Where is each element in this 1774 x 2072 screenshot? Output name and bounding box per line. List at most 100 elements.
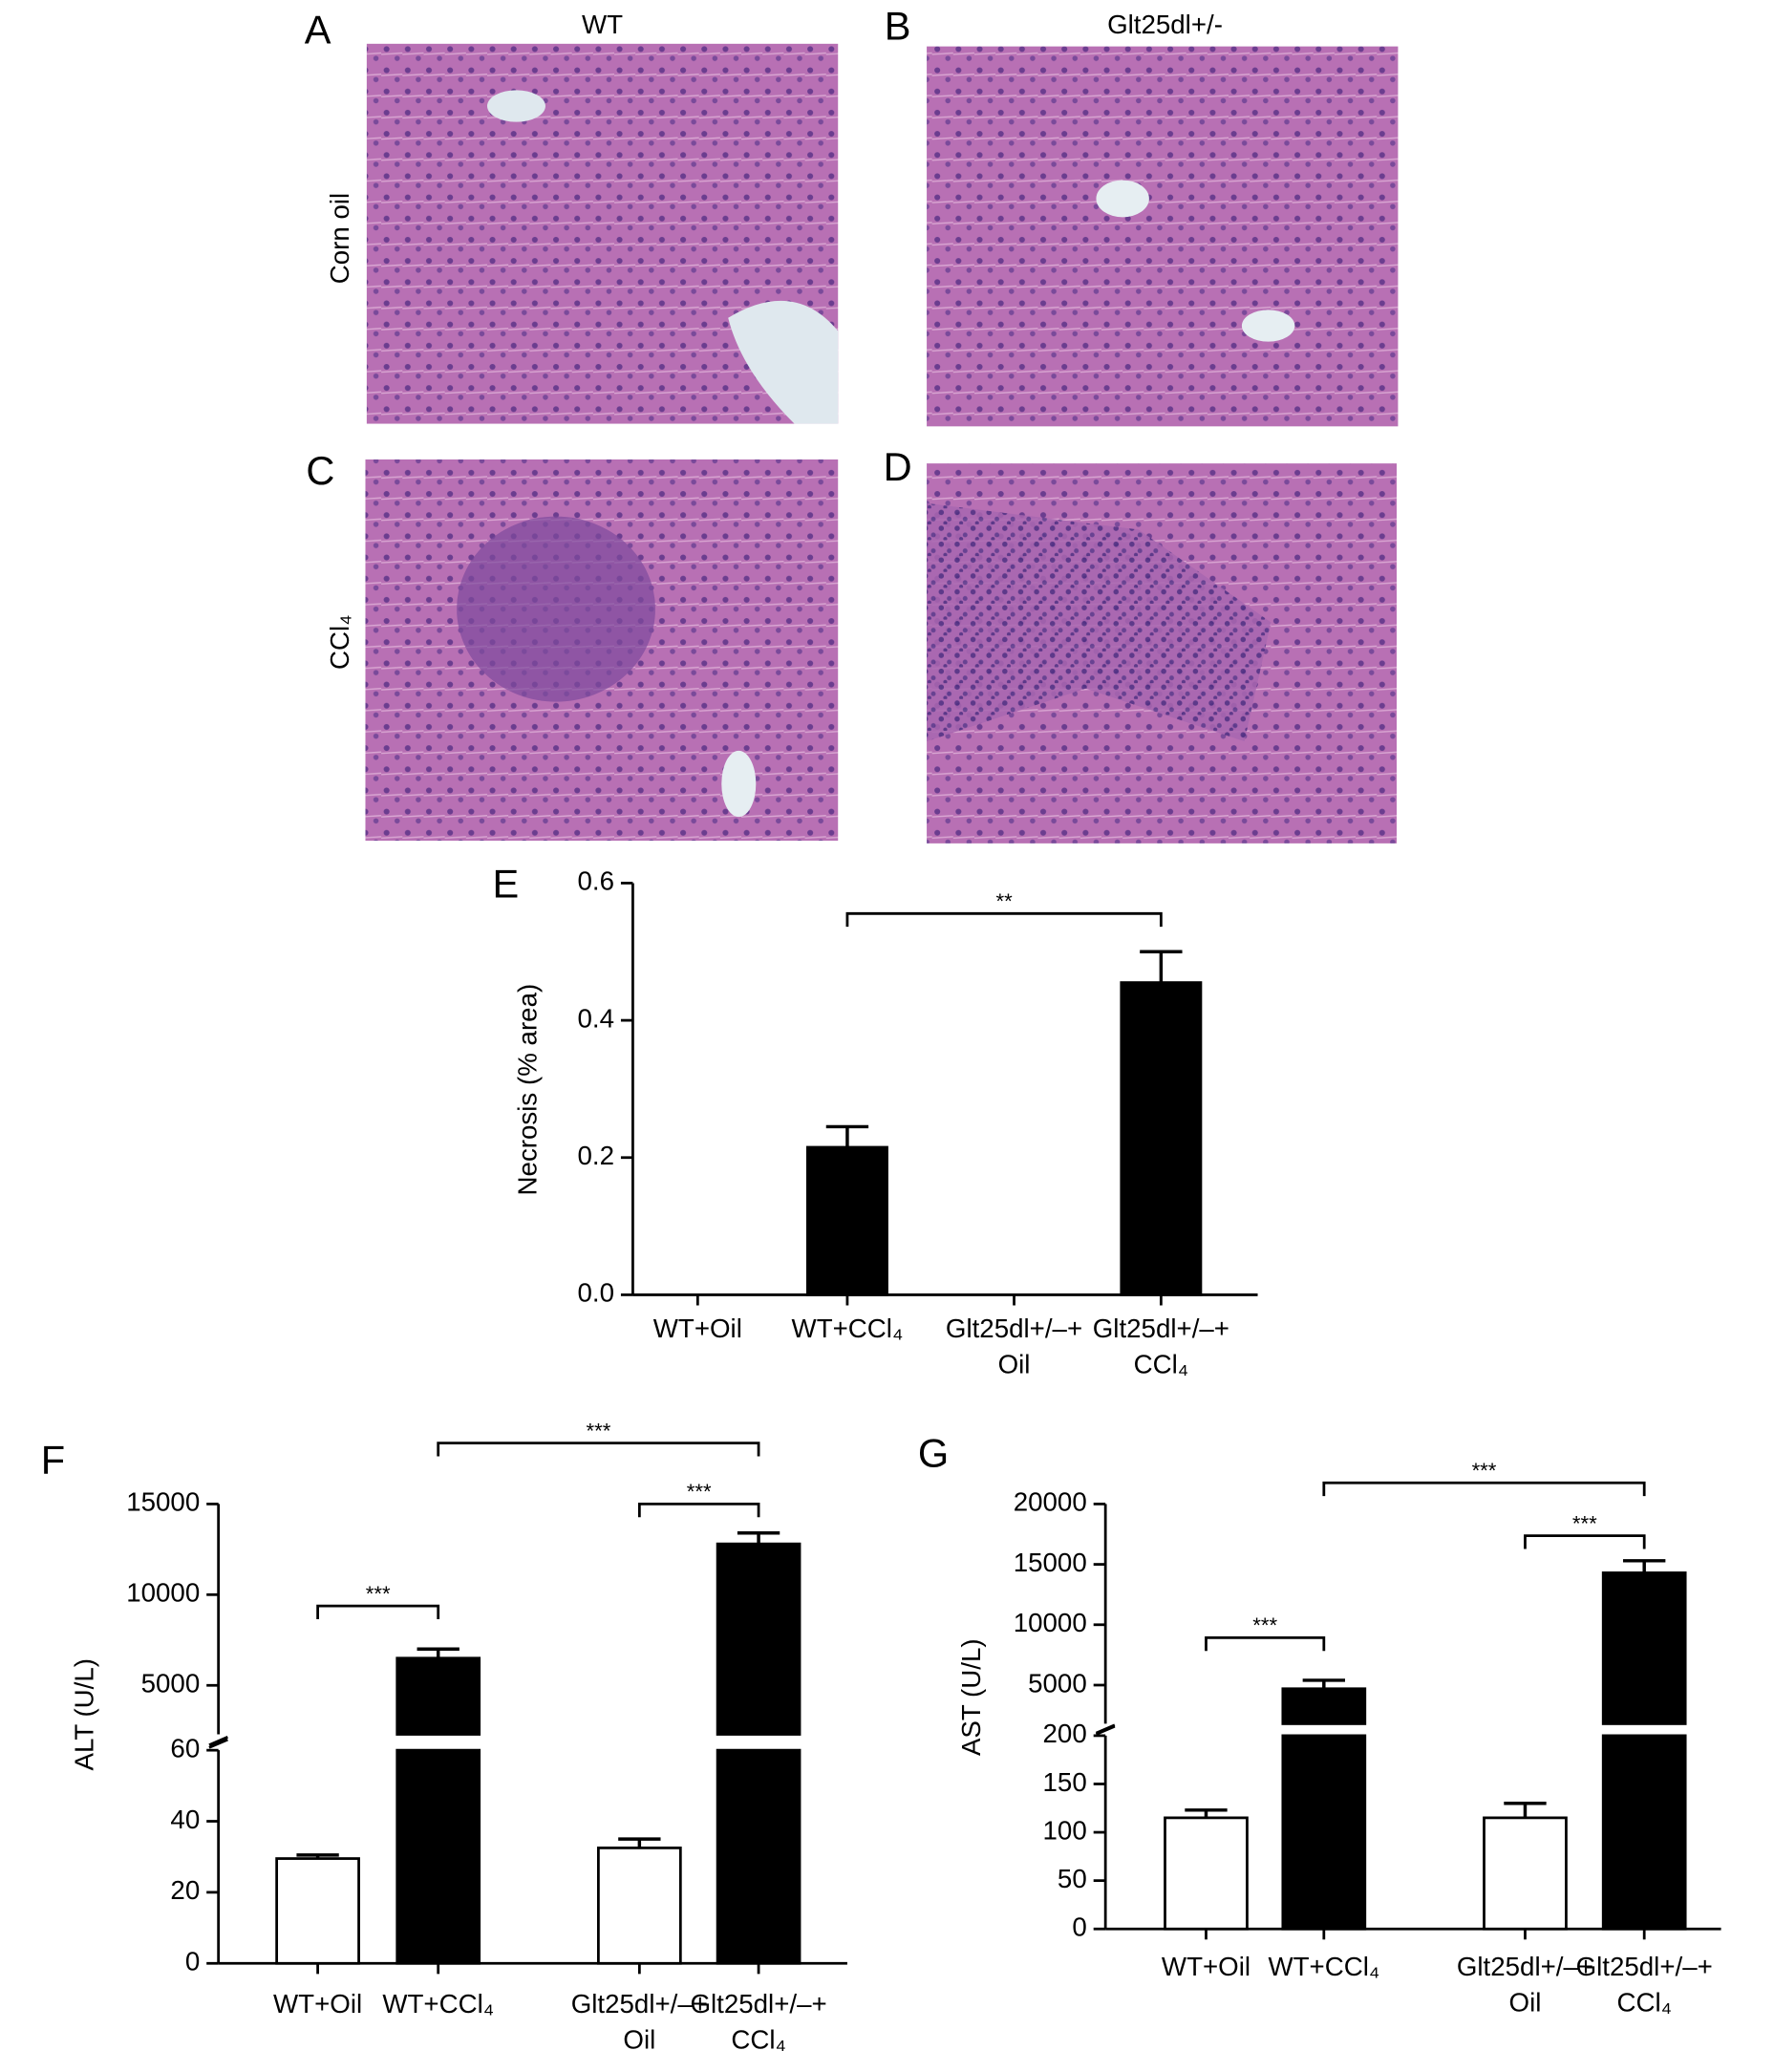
significance-label: **	[996, 889, 1014, 913]
significance-label: ***	[687, 1480, 712, 1504]
column-label: WT	[582, 10, 623, 39]
vessel	[721, 750, 757, 818]
x-tick-label: WT+Oil	[653, 1314, 742, 1343]
panel-label: F	[41, 1437, 65, 1482]
y-tick-label: 5000	[1028, 1668, 1087, 1698]
x-tick-label: Glt25dl+/–+	[1576, 1952, 1713, 1981]
significance-label: ***	[586, 1419, 610, 1442]
y-tick-label: 0.4	[578, 1003, 615, 1033]
x-tick-label: WT+Oil	[1162, 1952, 1250, 1981]
x-tick-label: Oil	[998, 1350, 1031, 1379]
significance-bracket	[1205, 1635, 1326, 1652]
vessel	[728, 300, 839, 424]
y-tick-label: 5000	[141, 1669, 201, 1698]
bar	[597, 1847, 682, 1965]
panel-label: B	[885, 4, 911, 49]
x-tick-label: Oil	[623, 2024, 655, 2054]
x-tick-label: WT+CCl₄	[1268, 1952, 1379, 1981]
bar	[716, 1542, 802, 1736]
significance-label: ***	[366, 1582, 391, 1606]
y-tick-label: 100	[1043, 1815, 1087, 1845]
panel-label: E	[493, 862, 520, 907]
y-tick-label: 0.6	[578, 866, 615, 896]
necrotic-area	[457, 516, 655, 702]
bar	[1483, 1816, 1568, 1931]
y-tick-label: 0	[1072, 1912, 1086, 1942]
y-tick-label: 50	[1058, 1864, 1087, 1893]
significance-bracket	[1322, 1481, 1646, 1497]
error-bar	[1623, 1559, 1666, 1573]
y-axis-label: ALT (U/L)	[69, 1658, 98, 1771]
x-tick-label: CCl₄	[1134, 1350, 1188, 1379]
column-label: Glt25dl+/-	[1107, 10, 1223, 39]
y-tick-label: 10000	[126, 1578, 200, 1608]
significance-bracket	[1524, 1534, 1646, 1549]
significance-bracket	[437, 1442, 760, 1457]
y-tick-label: 20000	[1014, 1487, 1087, 1517]
error-bar	[618, 1837, 661, 1848]
y-tick-label: 200	[1043, 1719, 1087, 1748]
bar	[1164, 1816, 1249, 1931]
y-axis-label: AST (U/L)	[956, 1638, 986, 1756]
necrotic-area	[927, 502, 1272, 742]
y-tick-label: 0.0	[578, 1278, 615, 1308]
x-tick-label: WT+CCl₄	[792, 1314, 904, 1343]
bar	[1120, 981, 1203, 1296]
vessel	[1241, 310, 1295, 342]
bar	[395, 1748, 481, 1965]
y-tick-label: 15000	[1014, 1548, 1087, 1577]
bar	[395, 1656, 481, 1736]
row-label: Corn oil	[325, 193, 354, 284]
x-tick-label: CCl₄	[1616, 1988, 1671, 2018]
significance-label: ***	[1472, 1459, 1497, 1483]
bar	[716, 1748, 802, 1965]
significance-bracket	[637, 1503, 760, 1518]
y-tick-label: 0	[185, 1947, 200, 1976]
significance-label: ***	[1572, 1511, 1597, 1535]
bar	[1601, 1571, 1687, 1725]
y-tick-label: 60	[170, 1733, 200, 1762]
error-bar	[1302, 1678, 1345, 1689]
panel-label: A	[305, 8, 331, 53]
axis-break	[208, 1736, 228, 1746]
bar	[1601, 1734, 1687, 1931]
y-axis-label: Necrosis (% area)	[513, 984, 543, 1196]
bar	[1281, 1734, 1367, 1931]
error-bar	[825, 1124, 869, 1147]
significance-label: ***	[1252, 1613, 1277, 1637]
error-bar	[296, 1853, 339, 1859]
panel-label: D	[884, 444, 912, 489]
x-tick-label: WT+CCl₄	[382, 1989, 494, 2019]
x-tick-label: Glt25dl+/–+	[690, 1989, 826, 2019]
y-tick-label: 40	[170, 1805, 200, 1834]
y-tick-label: 15000	[126, 1487, 200, 1517]
x-tick-label: CCl₄	[731, 2024, 785, 2054]
significance-bracket	[316, 1604, 440, 1619]
micrographs	[365, 43, 1399, 844]
axis-break	[208, 1738, 228, 1749]
error-bar	[1140, 950, 1183, 983]
x-tick-label: Glt25dl+/–+	[1457, 1952, 1593, 1981]
vessel	[1096, 180, 1149, 218]
significance-bracket	[845, 911, 1163, 928]
axis-break	[1095, 1724, 1116, 1736]
panel-label: C	[306, 448, 334, 493]
x-tick-label: Glt25dl+/–+	[571, 1989, 708, 2019]
error-bar	[1504, 1801, 1547, 1818]
error-bar	[417, 1647, 460, 1658]
y-tick-label: 10000	[1014, 1608, 1087, 1637]
y-tick-label: 150	[1043, 1767, 1087, 1797]
x-tick-label: Glt25dl+/–+	[1093, 1314, 1229, 1343]
error-bar	[1185, 1808, 1228, 1818]
y-tick-label: 0.2	[578, 1141, 615, 1170]
vessel	[486, 90, 545, 122]
bar	[805, 1145, 888, 1296]
x-tick-label: Glt25dl+/–+	[946, 1314, 1082, 1343]
x-tick-label: WT+Oil	[273, 1989, 362, 2019]
bar	[275, 1857, 360, 1965]
micrograph	[927, 46, 1399, 427]
row-label: CCl₄	[325, 614, 354, 669]
error-bar	[737, 1531, 780, 1545]
y-tick-label: 20	[170, 1875, 200, 1905]
panel-label: G	[918, 1430, 949, 1475]
